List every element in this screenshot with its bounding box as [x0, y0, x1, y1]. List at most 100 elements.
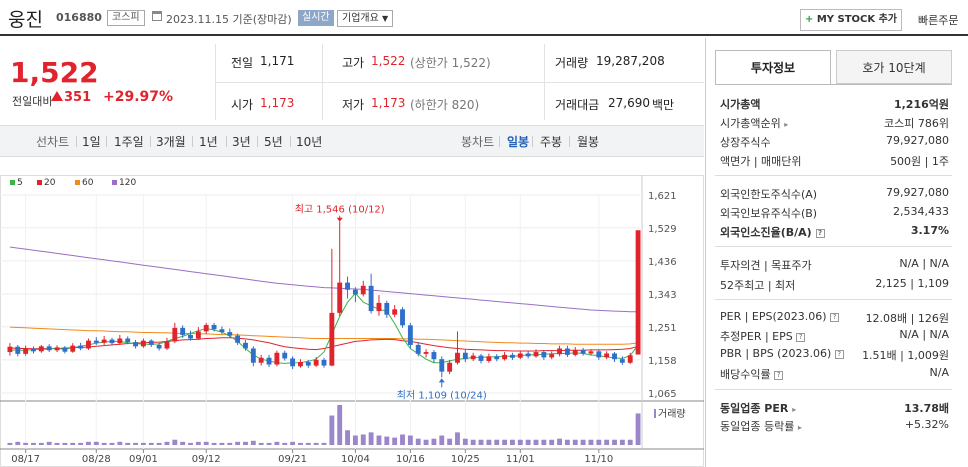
volume-bar — [557, 438, 562, 445]
x-tick-label: 08/17 — [11, 454, 40, 465]
help-icon[interactable]: ? — [774, 370, 784, 380]
annotation-low: 최저 1,109 (10/24) — [397, 389, 487, 401]
foreign-limit-value: 79,927,080 — [886, 186, 949, 199]
period-tab-candle-1[interactable]: 일봉 — [507, 135, 530, 149]
period-tab-line-5[interactable]: 3년 — [232, 135, 251, 149]
period-tab-candle-2[interactable]: 주봉 — [540, 135, 563, 149]
help-icon[interactable]: ? — [834, 349, 844, 359]
candle-body — [619, 359, 625, 363]
tab-orderbook[interactable]: 호가 10단계 — [836, 50, 952, 84]
calendar-icon — [152, 11, 162, 21]
foreign-limit-label: 외국인한도주식수(A) — [720, 188, 818, 201]
change-value: 351 — [64, 90, 92, 105]
candle-body — [133, 342, 138, 347]
candle-body — [557, 348, 562, 355]
period-tab-candle-3[interactable]: 월봉 — [577, 135, 600, 149]
volume-label: 거래량 — [555, 56, 589, 70]
week52-label: 52주최고 | 최저 — [720, 279, 796, 292]
candle-body — [164, 341, 170, 349]
candle-body — [549, 354, 555, 358]
candle-body — [392, 309, 398, 315]
candle-body — [352, 289, 358, 295]
sector-rate-label[interactable]: 동일업종 등락률 ▸ — [720, 418, 802, 434]
divider — [715, 299, 952, 300]
volume-bar — [203, 441, 209, 445]
candle-body — [478, 355, 484, 361]
candle-body — [172, 327, 178, 342]
x-tick-label: 08/28 — [82, 454, 111, 465]
period-tab-line-4[interactable]: 1년 — [199, 135, 218, 149]
candle-body — [117, 338, 123, 344]
legend-item-ma20: 20 — [37, 178, 55, 188]
candle-body — [305, 362, 311, 366]
legend-item-ma120: 120 — [112, 178, 136, 188]
volume-bar — [494, 439, 500, 445]
candle-body — [329, 312, 335, 366]
volume-bar — [133, 442, 138, 445]
candle-body — [78, 345, 84, 349]
period-tab-line-2[interactable]: 1주일 — [114, 135, 144, 149]
add-mystock-button[interactable]: + MY STOCK 추가 — [800, 9, 902, 31]
sector-per-label[interactable]: 동일업종 PER ▸ — [720, 400, 796, 416]
candle-body — [376, 302, 382, 312]
volume-legend-swatch — [654, 409, 656, 418]
x-tick-label: 10/04 — [341, 454, 370, 465]
volume-bar — [604, 439, 610, 445]
candle-body — [596, 351, 602, 358]
period-tab-line-1[interactable]: 1일 — [82, 135, 101, 149]
est-per-value: N/A | N/A — [899, 328, 949, 341]
period-tab-line-3[interactable]: 3개월 — [156, 135, 186, 149]
volume-bar — [172, 439, 178, 445]
up-arrow-icon — [51, 91, 63, 101]
help-icon[interactable]: ? — [830, 312, 840, 322]
candle-body — [290, 358, 296, 367]
volume-bar — [7, 442, 13, 445]
moving-average-ma5 — [9, 292, 639, 364]
candle-body — [195, 331, 201, 339]
help-icon[interactable]: ? — [815, 228, 825, 238]
candle-body — [462, 352, 468, 360]
opinion-label: 투자의견 | 목표주가 — [720, 259, 812, 272]
quick-order-button[interactable]: 빠른주문 — [918, 14, 959, 27]
volume-bar — [219, 442, 225, 445]
candle-body — [180, 327, 186, 335]
tab-divider — [532, 136, 533, 147]
candle-body — [203, 324, 209, 332]
candle-body — [62, 347, 68, 352]
dividend-label: 배당수익률 ? — [720, 366, 784, 382]
arrow-up-icon — [438, 378, 445, 383]
candle-body — [140, 340, 146, 347]
high-value: 1,522 — [371, 54, 406, 68]
volume-bar — [352, 435, 358, 445]
volume-bar — [368, 432, 374, 445]
volume-bar — [101, 442, 107, 445]
volume-bar — [23, 442, 29, 445]
volume-bar — [258, 442, 264, 445]
corp-overview-dropdown[interactable]: 기업개요 ▼ — [337, 10, 394, 27]
stock-chart[interactable]: 1,621 1,529 1,436 1,343 1,251 1,158 1,065 08/17… — [0, 175, 704, 467]
period-tab-bar — [0, 125, 704, 157]
foreign-hold-value: 2,534,433 — [893, 205, 949, 218]
amount-unit: 백만 — [652, 98, 675, 112]
realtime-button[interactable]: 실시간 — [298, 10, 334, 26]
candle-body — [93, 340, 99, 343]
candle-chart-label: 봉차트 — [461, 135, 495, 149]
help-icon[interactable]: ? — [796, 332, 806, 342]
volume-bar — [486, 439, 492, 445]
candle-body — [400, 309, 405, 326]
volume-bar — [266, 442, 272, 445]
candle-body — [368, 285, 374, 312]
tab-investment-info[interactable]: 투자정보 — [715, 50, 831, 84]
low-label: 저가 — [342, 98, 365, 112]
pbr-text: PBR | BPS (2023.06) — [720, 347, 832, 360]
high-label: 고가 — [342, 56, 365, 70]
candle-body — [345, 282, 350, 290]
market-cap-value: 1,216억원 — [893, 98, 949, 111]
candle-body — [502, 354, 508, 360]
volume-bar — [525, 439, 531, 445]
legend-swatch — [37, 180, 42, 185]
candle-body — [156, 344, 162, 349]
period-tab-line-6[interactable]: 5년 — [264, 135, 283, 149]
period-tab-line-7[interactable]: 10년 — [296, 135, 323, 149]
market-cap-rank-label[interactable]: 시가총액순위 ▸ — [720, 115, 788, 131]
